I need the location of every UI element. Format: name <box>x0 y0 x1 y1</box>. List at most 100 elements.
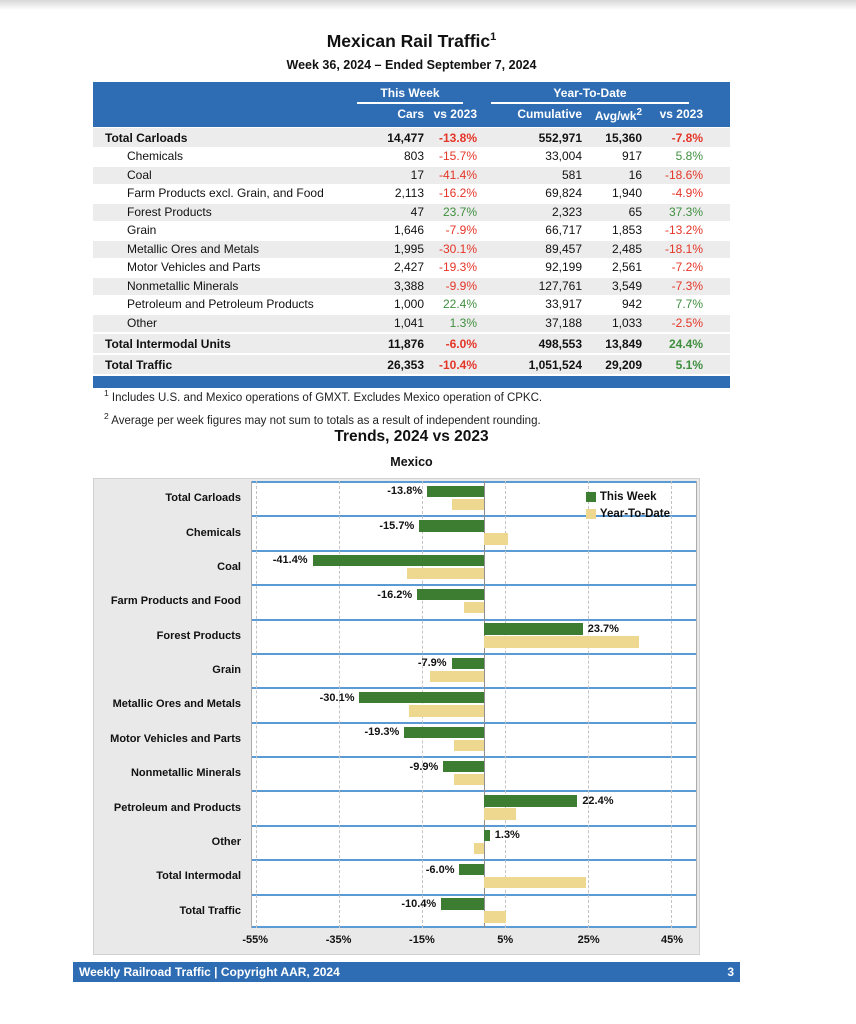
gridline <box>256 481 258 928</box>
gridline <box>671 481 673 928</box>
cumulative-value: 1,051,524 <box>528 358 582 372</box>
chart-band <box>252 481 696 515</box>
this-week-bar <box>419 520 485 532</box>
category-label: Grain <box>212 664 241 677</box>
cumulative-value: 2,323 <box>551 204 582 219</box>
bar-data-label: 23.7% <box>587 623 619 636</box>
group-header-spacer <box>93 86 343 104</box>
cars-value: 1,646 <box>393 223 424 237</box>
this-week-bar <box>441 898 485 910</box>
avgwk-value: 2,561 <box>611 260 642 274</box>
table-row: Chemicals 803 -15.7% 33,004 917 5.8% <box>93 148 730 167</box>
cumulative-value: 552,971 <box>538 131 582 145</box>
cumulative-value: 89,457 <box>545 241 582 256</box>
table-row: Total Carloads 14,477 -13.8% 552,971 15,360 -… <box>93 127 730 148</box>
vs2023-week-value: -41.4% <box>438 167 477 182</box>
this-week-bar <box>312 554 485 566</box>
bar-data-label: -13.8% <box>387 485 423 498</box>
x-axis-tick-label: -55% <box>242 934 269 946</box>
this-week-bar <box>451 657 485 670</box>
col-header-spacer <box>93 107 343 123</box>
table-column-header-row: Cars vs 2023 Cumulative Avg/wk2 vs 2023 <box>93 104 730 127</box>
cars-value: 17 <box>410 167 424 182</box>
avgwk-value: 13,849 <box>605 337 642 351</box>
vs2023-ytd-value: -4.9% <box>671 186 703 200</box>
row-label: Farm Products excl. Grain, and Food <box>127 186 324 200</box>
year-to-date-bar <box>409 705 485 717</box>
group-header-this-week: This Week <box>357 86 463 104</box>
bar-data-label: 1.3% <box>494 829 520 842</box>
col-header-avgwk: Avg/wk2 <box>594 107 642 123</box>
gridline <box>505 481 507 928</box>
footnote: 1 Includes U.S. and Mexico operations of… <box>104 388 724 404</box>
avgwk-value: 15,360 <box>605 131 642 145</box>
row-endpad <box>703 185 730 203</box>
category-label: Total Intermodal <box>156 870 241 883</box>
vs2023-ytd-value: -7.2% <box>671 260 703 274</box>
vs2023-ytd-value: -7.3% <box>671 278 703 293</box>
table-row: Forest Products 47 23.7% 2,323 65 37.3% <box>93 203 730 222</box>
col-header-vs2023-week: vs 2023 <box>433 107 477 121</box>
category-label: Other <box>211 836 241 849</box>
row-endpad <box>703 204 730 222</box>
year-to-date-bar <box>484 911 506 923</box>
col-header-endpad <box>703 107 730 123</box>
chart-band <box>252 824 696 859</box>
row-endpad <box>703 167 730 185</box>
cumulative-value: 69,824 <box>545 186 582 200</box>
cars-value: 11,876 <box>387 337 424 351</box>
avgwk-value: 1,940 <box>611 186 642 200</box>
row-label: Metallic Ores and Metals <box>127 241 260 256</box>
avgwk-value: 1,853 <box>611 223 642 237</box>
table-row: Farm Products excl. Grain, and Food 2,113… <box>93 185 730 204</box>
trends-bar-chart: Total Carloads Chemicals Coal Farm Products… <box>93 478 700 955</box>
vs2023-week-value: -16.2% <box>438 186 477 200</box>
table-row: Coal 17 -41.4% 581 16 -18.6% <box>93 166 730 185</box>
avgwk-value: 65 <box>628 204 642 219</box>
page-title-text: Mexican Rail Traffic <box>326 31 491 51</box>
row-endpad <box>703 315 730 333</box>
legend-label: Year-To-Date <box>599 507 670 520</box>
cumulative-value: 37,188 <box>545 315 582 330</box>
bar-data-label: -16.2% <box>377 588 413 601</box>
page-subtitle: Week 36, 2024 – Ended September 7, 2024 <box>286 58 537 72</box>
chart-x-axis: -55% -35% -15% 5% 25% 45% <box>242 934 697 950</box>
row-label: Total Carloads <box>105 131 188 145</box>
category-label: Total Carloads <box>165 492 241 505</box>
vs2023-week-value: -10.4% <box>438 358 477 372</box>
footer-page-number: 3 <box>727 965 734 979</box>
legend-swatch-icon <box>585 508 596 519</box>
footnote: 2 Average per week figures may not sum t… <box>104 411 724 427</box>
cumulative-value: 127,761 <box>538 278 582 293</box>
chart-band <box>252 515 696 549</box>
row-label: Chemicals <box>127 149 184 163</box>
bar-data-label: -9.9% <box>409 760 439 773</box>
page-footer: Weekly Railroad Traffic | Copyright AAR,… <box>73 962 740 982</box>
year-to-date-bar <box>464 602 485 614</box>
table-row: Total Traffic 26,353 -10.4% 1,051,524 29,209… <box>93 354 730 375</box>
avgwk-value: 16 <box>628 167 642 182</box>
vs2023-week-value: 23.7% <box>442 204 477 219</box>
table-row: Other 1,041 1.3% 37,188 1,033 -2.5% <box>93 314 730 333</box>
row-label: Motor Vehicles and Parts <box>127 260 261 274</box>
bar-data-label: -30.1% <box>319 691 355 704</box>
avgwk-value: 917 <box>621 149 642 163</box>
this-week-bar <box>427 485 485 498</box>
chart-title: Trends, 2024 vs 2023 <box>334 428 489 445</box>
table-row: Grain 1,646 -7.9% 66,717 1,853 -13.2% <box>93 222 730 241</box>
cars-value: 26,353 <box>387 358 424 372</box>
chart-band <box>252 584 696 618</box>
vs2023-week-value: -30.1% <box>438 241 477 256</box>
category-label: Forest Products <box>156 629 241 642</box>
this-week-bar <box>417 588 485 601</box>
footnote-marker: 2 <box>104 410 109 421</box>
category-label: Nonmetallic Minerals <box>130 767 241 780</box>
cars-value: 803 <box>403 149 424 163</box>
table-row: Metallic Ores and Metals 1,995 -30.1% 89,45… <box>93 240 730 259</box>
gridline <box>588 481 590 928</box>
year-to-date-bar <box>484 877 586 889</box>
cumulative-value: 33,004 <box>545 149 582 163</box>
chart-band <box>252 618 696 653</box>
this-week-bar <box>484 829 490 841</box>
chart-subtitle: Mexico <box>390 455 433 469</box>
